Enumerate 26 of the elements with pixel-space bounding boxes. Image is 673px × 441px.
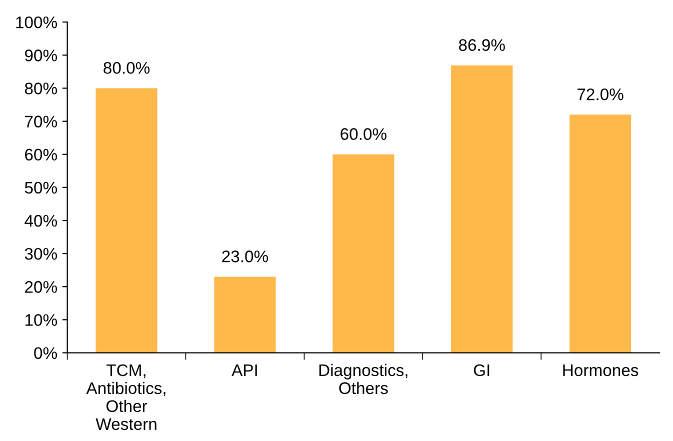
data-label: 80.0% <box>104 62 150 74</box>
y-tick-label: 90% <box>25 50 57 62</box>
x-tick-label: Diagnostics, Others <box>319 364 408 394</box>
y-tick-label: 30% <box>24 248 57 260</box>
y-tick-label: 10% <box>25 314 57 326</box>
data-label: 86.9% <box>458 39 505 51</box>
bar <box>451 65 513 353</box>
x-tick-label: GI <box>474 364 490 376</box>
data-label: 23.0% <box>222 250 268 262</box>
y-tick-label: 20% <box>25 281 57 293</box>
y-tick-label: 40% <box>24 214 57 227</box>
data-label: 72.0% <box>578 88 624 100</box>
x-tick-label: API <box>232 364 257 376</box>
y-tick-label: 80% <box>24 82 57 94</box>
y-tick-label: 0% <box>34 347 57 360</box>
data-label: 60.0% <box>340 128 386 140</box>
bar <box>96 88 158 353</box>
x-tick-label: TCM, Antibiotics, Other Western <box>86 364 166 430</box>
bar <box>332 154 394 353</box>
y-tick-label: 100% <box>16 16 57 28</box>
y-tick-label: 60% <box>25 148 57 161</box>
x-tick-label: Hormones <box>563 364 638 376</box>
bar <box>214 276 276 353</box>
bar <box>570 114 632 353</box>
y-tick-label: 50% <box>24 182 57 194</box>
y-tick-label: 70% <box>25 116 57 128</box>
